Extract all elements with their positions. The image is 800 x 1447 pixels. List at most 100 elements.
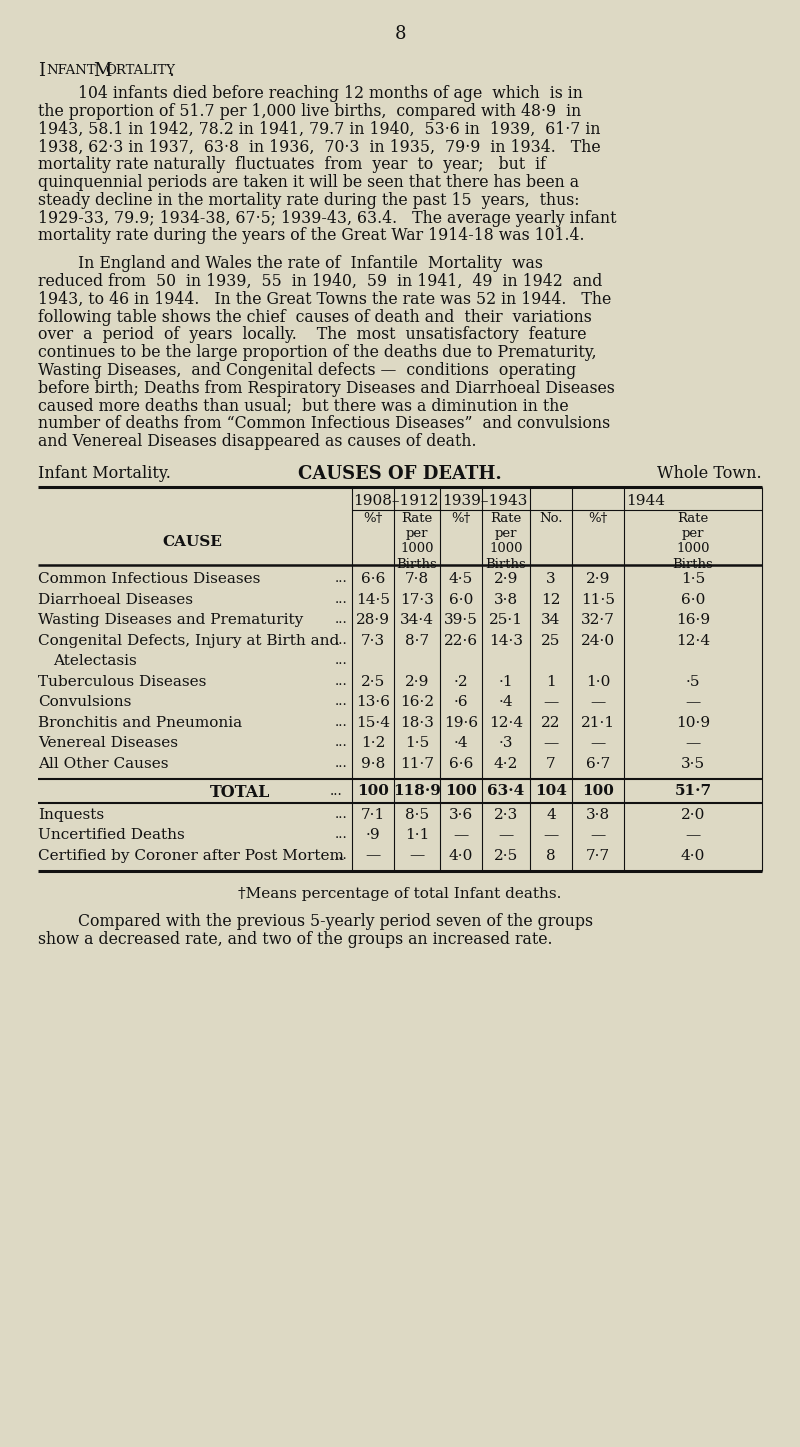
Text: show a decreased rate, and two of the groups an increased rate.: show a decreased rate, and two of the gr…: [38, 930, 553, 948]
Text: †Means percentage of total Infant deaths.: †Means percentage of total Infant deaths…: [238, 887, 562, 901]
Text: 1·5: 1·5: [681, 572, 705, 586]
Text: 22: 22: [542, 715, 561, 729]
Text: ...: ...: [335, 715, 348, 728]
Text: %†: %†: [363, 512, 382, 525]
Text: I: I: [38, 62, 45, 80]
Text: 51·7: 51·7: [674, 784, 711, 797]
Text: ...: ...: [335, 737, 348, 750]
Text: .: .: [168, 62, 174, 80]
Text: 100: 100: [445, 784, 477, 797]
Text: 1943, 58.1 in 1942, 78.2 in 1941, 79.7 in 1940,  53·6 in  1939,  61·7 in: 1943, 58.1 in 1942, 78.2 in 1941, 79.7 i…: [38, 120, 601, 137]
Text: 12·4: 12·4: [676, 634, 710, 647]
Text: ...: ...: [335, 807, 348, 820]
Text: 2·9: 2·9: [405, 674, 429, 689]
Text: —: —: [366, 848, 381, 862]
Text: ·3: ·3: [498, 737, 514, 750]
Text: 14·3: 14·3: [489, 634, 523, 647]
Text: 34: 34: [542, 614, 561, 627]
Text: 6·6: 6·6: [361, 572, 385, 586]
Text: Uncertified Deaths: Uncertified Deaths: [38, 828, 185, 842]
Text: 22·6: 22·6: [444, 634, 478, 647]
Text: 19·6: 19·6: [444, 715, 478, 729]
Text: 8·5: 8·5: [405, 807, 429, 822]
Text: ·1: ·1: [498, 674, 514, 689]
Text: TOTAL: TOTAL: [210, 784, 270, 802]
Text: ...: ...: [335, 757, 348, 770]
Text: —: —: [543, 737, 558, 750]
Text: %†: %†: [588, 512, 608, 525]
Text: No.: No.: [539, 512, 562, 525]
Text: —: —: [543, 695, 558, 709]
Text: Venereal Diseases: Venereal Diseases: [38, 737, 178, 750]
Text: 21·1: 21·1: [581, 715, 615, 729]
Text: 2·9: 2·9: [494, 572, 518, 586]
Text: 4·2: 4·2: [494, 757, 518, 770]
Text: 28·9: 28·9: [356, 614, 390, 627]
Text: 18·3: 18·3: [400, 715, 434, 729]
Text: ...: ...: [335, 695, 348, 708]
Text: 11·5: 11·5: [581, 592, 615, 606]
Text: —: —: [498, 828, 514, 842]
Text: 1944: 1944: [626, 493, 666, 508]
Text: ORTALITY: ORTALITY: [105, 64, 175, 77]
Text: 7·7: 7·7: [586, 848, 610, 862]
Text: ...: ...: [335, 848, 348, 861]
Text: 24·0: 24·0: [581, 634, 615, 647]
Text: ...: ...: [335, 674, 348, 687]
Text: 8: 8: [546, 848, 556, 862]
Text: —: —: [543, 828, 558, 842]
Text: M: M: [93, 62, 111, 80]
Text: ...: ...: [335, 634, 348, 647]
Text: —: —: [686, 695, 701, 709]
Text: In England and Wales the rate of  Infantile  Mortality  was: In England and Wales the rate of Infanti…: [38, 255, 543, 272]
Text: Certified by Coroner after Post Mortem: Certified by Coroner after Post Mortem: [38, 848, 344, 862]
Text: Compared with the previous 5-yearly period seven of the groups: Compared with the previous 5-yearly peri…: [38, 913, 593, 930]
Text: Congenital Defects, Injury at Birth and: Congenital Defects, Injury at Birth and: [38, 634, 339, 647]
Text: 2·3: 2·3: [494, 807, 518, 822]
Text: All Other Causes: All Other Causes: [38, 757, 169, 770]
Text: 2·0: 2·0: [681, 807, 705, 822]
Text: 7·1: 7·1: [361, 807, 385, 822]
Text: 4: 4: [546, 807, 556, 822]
Text: ·6: ·6: [454, 695, 468, 709]
Text: and Venereal Diseases disappeared as causes of death.: and Venereal Diseases disappeared as cau…: [38, 433, 477, 450]
Text: Bronchitis and Pneumonia: Bronchitis and Pneumonia: [38, 715, 242, 729]
Text: number of deaths from “Common Infectious Diseases”  and convulsions: number of deaths from “Common Infectious…: [38, 415, 610, 433]
Text: 14·5: 14·5: [356, 592, 390, 606]
Text: before birth; Deaths from Respiratory Diseases and Diarrhoeal Diseases: before birth; Deaths from Respiratory Di…: [38, 379, 614, 396]
Text: 12·4: 12·4: [489, 715, 523, 729]
Text: Rate
per
1000
Births: Rate per 1000 Births: [486, 512, 526, 570]
Text: 3·6: 3·6: [449, 807, 473, 822]
Text: 4·0: 4·0: [449, 848, 473, 862]
Text: 10·9: 10·9: [676, 715, 710, 729]
Text: 2·5: 2·5: [361, 674, 385, 689]
Text: 12: 12: [542, 592, 561, 606]
Text: —: —: [590, 695, 606, 709]
Text: Diarrhoeal Diseases: Diarrhoeal Diseases: [38, 592, 193, 606]
Text: 7: 7: [546, 757, 556, 770]
Text: 6·7: 6·7: [586, 757, 610, 770]
Text: Common Infectious Diseases: Common Infectious Diseases: [38, 572, 260, 586]
Text: ...: ...: [335, 828, 348, 841]
Text: ·9: ·9: [366, 828, 380, 842]
Text: 13·6: 13·6: [356, 695, 390, 709]
Text: 3: 3: [546, 572, 556, 586]
Text: 17·3: 17·3: [400, 592, 434, 606]
Text: 1908–1912: 1908–1912: [354, 493, 438, 508]
Text: 1939–1943: 1939–1943: [442, 493, 528, 508]
Text: continues to be the large proportion of the deaths due to Prematurity,: continues to be the large proportion of …: [38, 344, 597, 362]
Text: 2·5: 2·5: [494, 848, 518, 862]
Text: Convulsions: Convulsions: [38, 695, 131, 709]
Text: 1·0: 1·0: [586, 674, 610, 689]
Text: Inquests: Inquests: [38, 807, 104, 822]
Text: 1929-33, 79.9; 1934-38, 67·5; 1939-43, 63.4.   The average yearly infant: 1929-33, 79.9; 1934-38, 67·5; 1939-43, 6…: [38, 210, 617, 227]
Text: 16·9: 16·9: [676, 614, 710, 627]
Text: 25·1: 25·1: [489, 614, 523, 627]
Text: 63·4: 63·4: [487, 784, 525, 797]
Text: %†: %†: [451, 512, 470, 525]
Text: 15·4: 15·4: [356, 715, 390, 729]
Text: ...: ...: [335, 654, 348, 667]
Text: 100: 100: [582, 784, 614, 797]
Text: Infant Mortality.: Infant Mortality.: [38, 464, 171, 482]
Text: 2·9: 2·9: [586, 572, 610, 586]
